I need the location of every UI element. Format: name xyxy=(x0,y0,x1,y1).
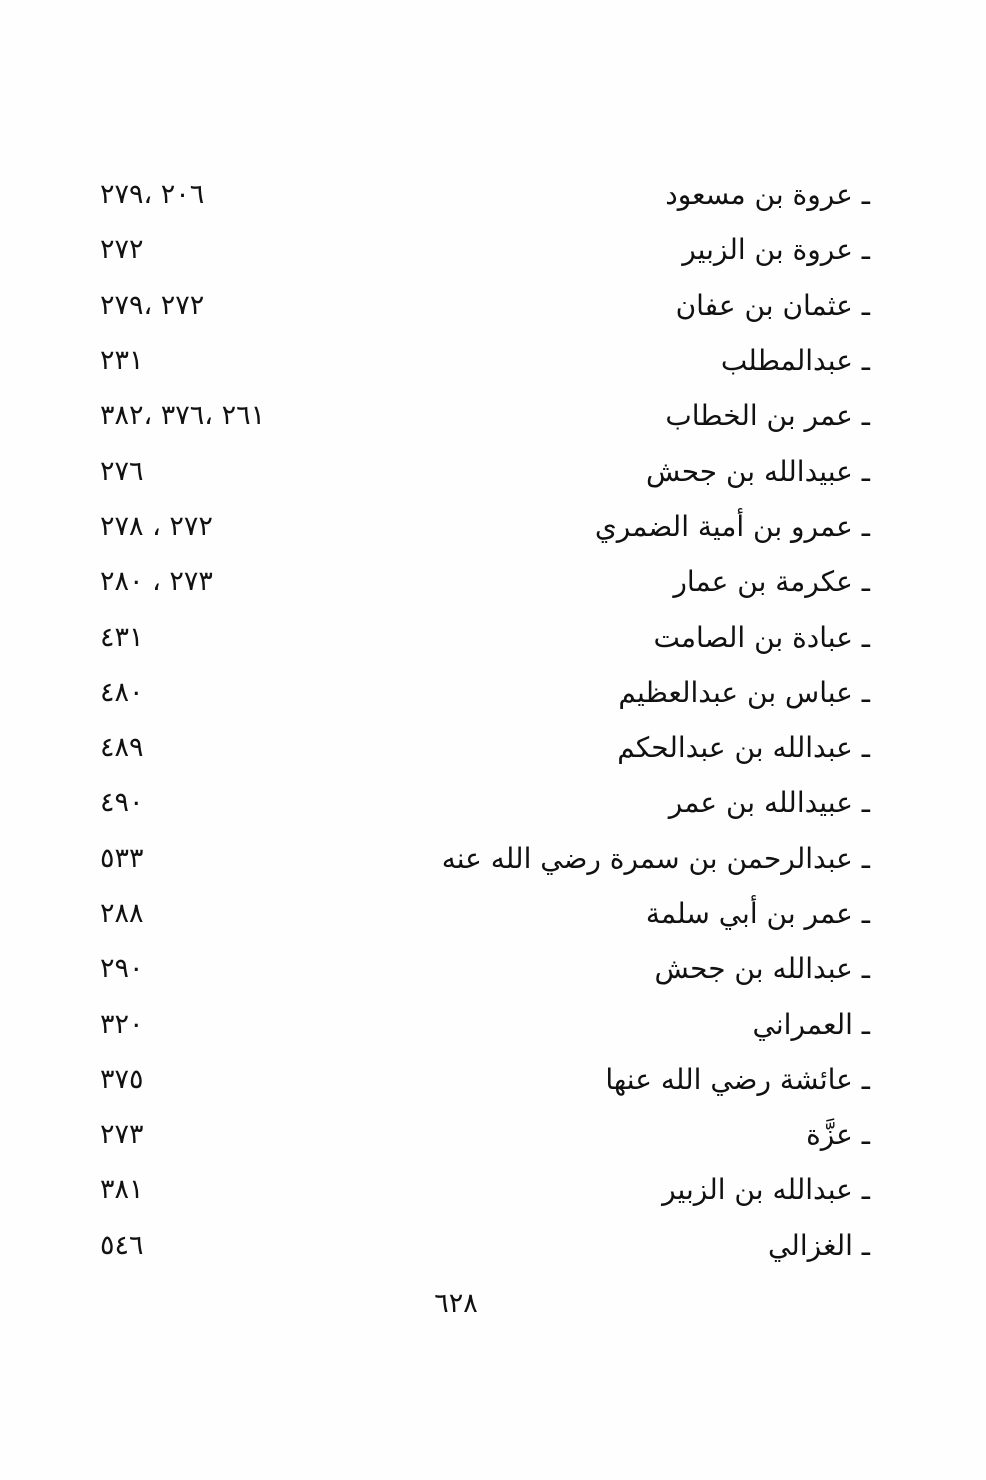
index-list: ٢٧٩، ٢٠٦ ـ عروة بن مسعود ٢٧٢ ـ عروة بن الزب… xyxy=(100,167,870,1273)
index-row: ٥٤٦ ـ الغزالي xyxy=(100,1218,870,1273)
index-row: ٣٨٢، ٣٧٦، ٢٦١ ـ عمر بن الخطاب xyxy=(100,388,870,443)
index-row: ٣٨١ ـ عبدالله بن الزبير xyxy=(100,1162,870,1217)
entry-name: ـ عبدالمطلب xyxy=(720,344,870,378)
entry-name: ـ عثمان بن عفان xyxy=(675,288,870,322)
entry-name: ـ عبيدالله بن عمر xyxy=(668,786,870,820)
index-row: ٣٧٥ ـ عائشة رضي الله عنها xyxy=(100,1052,870,1107)
entry-pages: ٢٩٠ xyxy=(100,953,144,985)
index-row: ٢٨٠ ، ٢٧٣ ـ عكرمة بن عمار xyxy=(100,554,870,609)
entry-pages: ٢٧٨ ، ٢٧٢ xyxy=(100,510,213,542)
entry-name: ـ عائشة رضي الله عنها xyxy=(605,1062,870,1096)
index-row: ٢٨٨ ـ عمر بن أبي سلمة xyxy=(100,886,870,941)
entry-pages: ٤٣١ xyxy=(100,621,144,653)
index-row: ٢٧٩، ٢٧٢ ـ عثمان بن عفان xyxy=(100,278,870,333)
entry-pages: ٢٧٦ xyxy=(100,455,144,487)
entry-pages: ٢٨٨ xyxy=(100,898,144,929)
index-row: ٢٧٢ ـ عروة بن الزبير xyxy=(100,222,870,277)
entry-pages: ٢٧٢ xyxy=(100,234,144,266)
index-row: ٤٣١ ـ عبادة بن الصامت xyxy=(100,609,870,664)
entry-pages: ٢٣١ xyxy=(100,345,144,377)
entry-name: ـ عمرو بن أمية الضمري xyxy=(594,509,870,543)
index-row: ٢٧٣ ـ عزَّة xyxy=(100,1107,870,1162)
entry-pages: ٣٨٢، ٣٧٦، ٢٦١ xyxy=(100,400,266,432)
entry-pages: ٤٨٩ xyxy=(100,732,144,764)
entry-name: ـ عمر بن أبي سلمة xyxy=(645,897,870,930)
entry-name: ـ عبادة بن الصامت xyxy=(653,620,870,654)
entry-name: ـ العمراني xyxy=(752,1007,870,1041)
entry-name: ـ الغزالي xyxy=(767,1228,870,1262)
entry-pages: ٥٣٣ xyxy=(100,842,144,874)
entry-pages: ٢٧٣ xyxy=(100,1119,144,1151)
index-row: ٤٨٩ ـ عبدالله بن عبدالحكم xyxy=(100,720,870,775)
index-row: ٣٢٠ ـ العمراني xyxy=(100,996,870,1051)
entry-pages: ٤٨٠ xyxy=(100,676,144,708)
entry-pages: ٥٤٦ xyxy=(100,1229,144,1261)
entry-pages: ٤٩٠ xyxy=(100,787,144,819)
entry-pages: ٢٨٠ ، ٢٧٣ xyxy=(100,566,213,598)
entry-pages: ٣٧٥ xyxy=(100,1063,144,1095)
entry-name: ـ عبدالله بن الزبير xyxy=(662,1173,870,1207)
entry-name: ـ عبدالله بن عبدالحكم xyxy=(617,731,870,765)
entry-name: ـ عزَّة xyxy=(806,1118,870,1152)
entry-name: ـ عبدالرحمن بن سمرة رضي الله عنه xyxy=(441,841,870,875)
entry-pages: ٢٧٩، ٢٧٢ xyxy=(100,289,205,321)
index-row: ٢٧٩، ٢٠٦ ـ عروة بن مسعود xyxy=(100,167,870,222)
entry-name: ـ عبيدالله بن جحش xyxy=(646,454,870,488)
index-row: ٢٧٦ ـ عبيدالله بن جحش xyxy=(100,443,870,498)
entry-name: ـ عروة بن الزبير xyxy=(682,233,870,267)
entry-name: ـ عمر بن الخطاب xyxy=(665,399,870,433)
entry-pages: ٣٨١ xyxy=(100,1174,144,1206)
index-row: ٤٩٠ ـ عبيدالله بن عمر xyxy=(100,775,870,830)
index-row: ٤٨٠ ـ عباس بن عبدالعظيم xyxy=(100,665,870,720)
entry-name: ـ عبدالله بن جحش xyxy=(654,952,870,986)
entry-pages: ٣٢٠ xyxy=(100,1008,144,1040)
index-row: ٥٣٣ ـ عبدالرحمن بن سمرة رضي الله عنه xyxy=(100,831,870,886)
index-row: ٢٧٨ ، ٢٧٢ ـ عمرو بن أمية الضمري xyxy=(100,499,870,554)
entry-name: ـ عروة بن مسعود xyxy=(665,178,870,212)
index-row: ٢٩٠ ـ عبدالله بن جحش xyxy=(100,941,870,996)
index-row: ٢٣١ ـ عبدالمطلب xyxy=(100,333,870,388)
entry-name: ـ عباس بن عبدالعظيم xyxy=(618,675,870,709)
entry-name: ـ عكرمة بن عمار xyxy=(673,565,870,599)
entry-pages: ٢٧٩، ٢٠٦ xyxy=(100,179,205,211)
folio-page-number: ٦٢٨ xyxy=(434,1288,478,1319)
